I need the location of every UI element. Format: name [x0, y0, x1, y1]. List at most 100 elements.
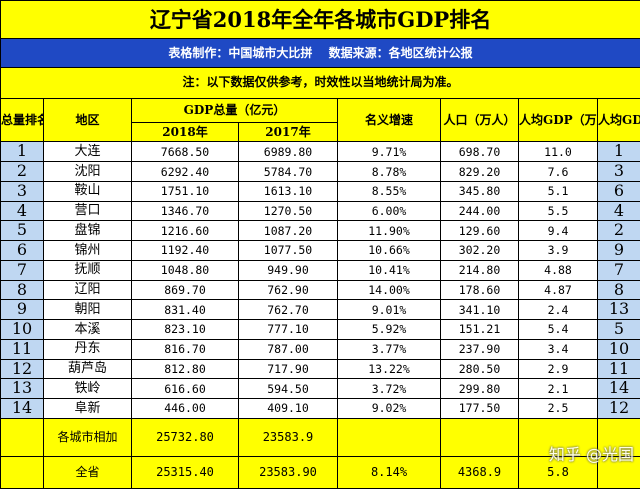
growth-cell: 9.71% [337, 141, 441, 163]
growth-cell: 14.00% [337, 279, 441, 301]
per-capita-rank-cell: 14 [596, 378, 640, 399]
per-capita-cell: 4.87 [518, 279, 598, 301]
sum-rank-cell [0, 417, 44, 458]
header-gdp-total: GDP总量（亿元） [131, 97, 338, 123]
population-cell: 244.00 [440, 200, 519, 222]
sum-growth-cell [337, 417, 441, 458]
rank-cell: 14 [0, 398, 44, 419]
disclaimer-note: 注：以下数据仅供参考，时效性以当地统计局为准。 [0, 66, 640, 99]
city-cell: 鞍山 [43, 180, 132, 202]
table-row: 13 铁岭 616.60 594.50 3.72% 299.80 2.1 14 [0, 378, 640, 399]
per-capita-rank-cell: 9 [596, 240, 640, 261]
total-pcrank-cell [596, 456, 640, 489]
gdp-2017-cell: 762.70 [238, 299, 338, 321]
per-capita-rank-cell: 12 [596, 398, 640, 419]
table-row: 6 锦州 1192.40 1077.50 10.66% 302.20 3.9 9 [0, 240, 640, 261]
gdp-2018-cell: 7668.50 [131, 141, 239, 163]
gdp-2017-cell: 409.10 [238, 398, 338, 419]
gdp-2017-cell: 5784.70 [238, 161, 338, 182]
watermark: 知乎 @光国 [548, 445, 634, 464]
gdp-2018-cell: 869.70 [131, 279, 239, 301]
header-rank: 总量排名 [0, 97, 44, 143]
header-2018: 2018年 [131, 121, 239, 143]
per-capita-cell: 5.4 [518, 319, 598, 340]
total-label: 全省 [43, 456, 132, 489]
table-row: 2 沈阳 6292.40 5784.70 8.78% 829.20 7.6 3 [0, 161, 640, 182]
per-capita-cell: 5.1 [518, 180, 598, 202]
gdp-2017-cell: 762.90 [238, 279, 338, 301]
per-capita-rank-cell: 4 [596, 200, 640, 222]
gdp-2017-cell: 717.90 [238, 358, 338, 380]
header-per-capita-rank: 人均GDP排名 [596, 97, 640, 143]
gdp-2018-cell: 6292.40 [131, 161, 239, 182]
population-cell: 151.21 [440, 319, 519, 340]
rank-cell: 11 [0, 338, 44, 360]
growth-cell: 11.90% [337, 220, 441, 242]
gdp-2018-cell: 1216.60 [131, 220, 239, 242]
per-capita-rank-cell: 10 [596, 338, 640, 360]
per-capita-rank-cell: 7 [596, 259, 640, 281]
population-cell: 237.90 [440, 338, 519, 360]
growth-cell: 8.55% [337, 180, 441, 202]
growth-cell: 9.01% [337, 299, 441, 321]
per-capita-cell: 2.1 [518, 378, 598, 399]
growth-cell: 10.41% [337, 259, 441, 281]
population-cell: 345.80 [440, 180, 519, 202]
growth-cell: 9.02% [337, 398, 441, 419]
sum-2017: 23583.9 [238, 417, 338, 458]
growth-cell: 13.22% [337, 358, 441, 380]
city-cell: 营口 [43, 200, 132, 222]
rank-cell: 3 [0, 180, 44, 202]
header-growth: 名义增速 [337, 97, 441, 143]
city-cell: 盘锦 [43, 220, 132, 242]
gdp-2017-cell: 1613.10 [238, 180, 338, 202]
per-capita-cell: 7.6 [518, 161, 598, 182]
per-capita-rank-cell: 8 [596, 279, 640, 301]
growth-cell: 3.72% [337, 378, 441, 399]
population-cell: 302.20 [440, 240, 519, 261]
rank-cell: 9 [0, 299, 44, 321]
population-cell: 129.60 [440, 220, 519, 242]
growth-cell: 10.66% [337, 240, 441, 261]
gdp-2018-cell: 1192.40 [131, 240, 239, 261]
city-cell: 本溪 [43, 319, 132, 340]
city-cell: 阜新 [43, 398, 132, 419]
per-capita-cell: 2.4 [518, 299, 598, 321]
total-rank-cell [0, 456, 44, 489]
total-per-capita: 5.8 [518, 456, 598, 489]
gdp-2017-cell: 1077.50 [238, 240, 338, 261]
gdp-2018-cell: 446.00 [131, 398, 239, 419]
rank-cell: 4 [0, 200, 44, 222]
per-capita-rank-cell: 13 [596, 299, 640, 321]
rank-cell: 6 [0, 240, 44, 261]
table-row: 4 营口 1346.70 1270.50 6.00% 244.00 5.5 4 [0, 200, 640, 222]
gdp-2018-cell: 1751.10 [131, 180, 239, 202]
table-row: 5 盘锦 1216.60 1087.20 11.90% 129.60 9.4 2 [0, 220, 640, 242]
table-row: 3 鞍山 1751.10 1613.10 8.55% 345.80 5.1 6 [0, 180, 640, 202]
table-row: 7 抚顺 1048.80 949.90 10.41% 214.80 4.88 7 [0, 259, 640, 281]
gdp-2018-cell: 812.80 [131, 358, 239, 380]
city-cell: 大连 [43, 141, 132, 163]
city-cell: 沈阳 [43, 161, 132, 182]
table-row: 14 阜新 446.00 409.10 9.02% 177.50 2.5 12 [0, 398, 640, 419]
population-cell: 178.60 [440, 279, 519, 301]
per-capita-cell: 11.0 [518, 141, 598, 163]
credits-bar: 表格制作：中国城市大比拼 数据来源：各地区统计公报 [0, 38, 640, 68]
sum-pcrank-cell [596, 417, 640, 458]
total-2018: 25315.40 [131, 456, 239, 489]
population-cell: 829.20 [440, 161, 519, 182]
per-capita-rank-cell: 2 [596, 220, 640, 242]
growth-cell: 3.77% [337, 338, 441, 360]
population-cell: 280.50 [440, 358, 519, 380]
city-cell: 丹东 [43, 338, 132, 360]
gdp-2018-cell: 831.40 [131, 299, 239, 321]
gdp-2017-cell: 594.50 [238, 378, 338, 399]
city-cell: 葫芦岛 [43, 358, 132, 380]
rank-cell: 12 [0, 358, 44, 380]
total-population: 4368.9 [440, 456, 519, 489]
per-capita-rank-cell: 3 [596, 161, 640, 182]
population-cell: 698.70 [440, 141, 519, 163]
header-region: 地区 [43, 97, 132, 143]
sum-pop-cell [440, 417, 519, 458]
